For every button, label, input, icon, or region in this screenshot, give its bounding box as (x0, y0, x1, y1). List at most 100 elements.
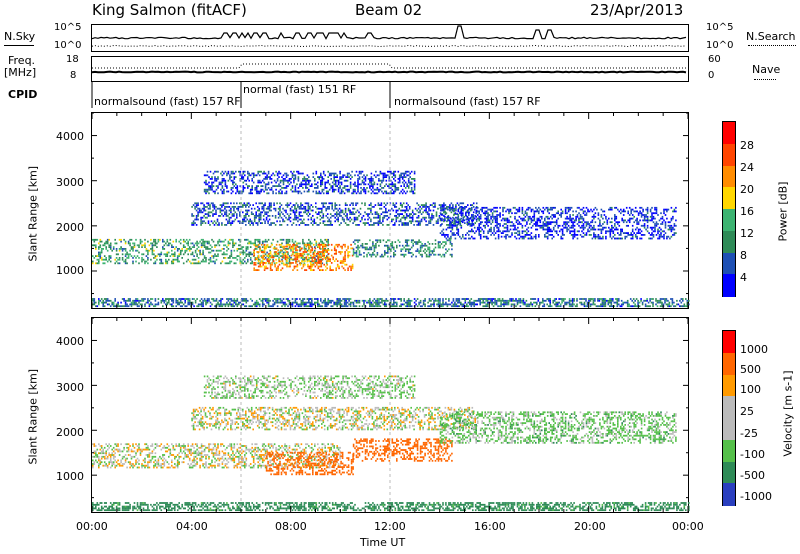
power-cell (281, 262, 283, 265)
power-cell (205, 179, 207, 182)
power-cell (302, 238, 304, 241)
power-cell (202, 301, 204, 304)
power-cell (254, 262, 257, 264)
power-cell (451, 224, 454, 227)
power-cell (445, 206, 448, 209)
power-cell (417, 211, 420, 214)
power-cell (505, 226, 507, 229)
power-cell (585, 214, 588, 216)
power-cell (382, 176, 385, 178)
power-cell (385, 204, 387, 206)
power-cell (350, 269, 352, 271)
power-cell (637, 230, 640, 233)
power-cell (514, 226, 516, 229)
power-cell (453, 232, 455, 234)
power-cell (339, 176, 341, 178)
power-cell (176, 299, 179, 302)
power-cell (600, 237, 603, 240)
power-cell (199, 253, 201, 256)
power-cell (358, 176, 361, 178)
power-cell (490, 226, 492, 229)
power-cell (648, 232, 650, 234)
power-cell (193, 305, 195, 308)
power-cell (520, 235, 522, 238)
power-cell (400, 253, 402, 256)
power-cell (270, 188, 273, 191)
power-cell (552, 221, 555, 224)
power-cell (314, 178, 316, 180)
power-cell (549, 221, 552, 224)
power-cell (230, 207, 232, 210)
power-cell (293, 254, 296, 257)
power-cell (263, 181, 265, 184)
power-cell (247, 253, 249, 256)
power-cell (334, 172, 337, 175)
power-cell (407, 187, 410, 189)
power-cell (305, 303, 307, 306)
power-cell (279, 260, 282, 263)
power-cell (654, 224, 656, 227)
power-cell (573, 234, 576, 236)
power-cell (320, 185, 322, 187)
power-cell (563, 223, 565, 225)
power-cell (488, 230, 491, 233)
power-cell (352, 301, 355, 304)
power-cell (262, 218, 265, 221)
power-cell (468, 223, 470, 225)
power-cell (162, 238, 164, 241)
power-cell (351, 267, 354, 270)
power-cell (212, 298, 215, 300)
power-cell (226, 253, 228, 256)
power-cell (98, 251, 100, 254)
freq-panel (91, 56, 689, 82)
power-cell (257, 243, 260, 246)
power-cell (307, 204, 310, 206)
power-cell (521, 224, 524, 227)
power-cell (291, 303, 294, 306)
power-cell (230, 299, 233, 302)
power-cell (390, 244, 392, 247)
power-cell (469, 217, 472, 220)
power-cell (569, 217, 571, 220)
power-cell (370, 303, 373, 306)
power-cell (363, 178, 365, 180)
power-cell (582, 212, 585, 215)
power-cell (224, 224, 226, 226)
power-cell (132, 299, 134, 302)
power-cell (190, 262, 192, 265)
power-cell (512, 223, 515, 225)
power-cell (660, 212, 662, 215)
power-cell (515, 232, 518, 234)
power-cell (98, 246, 100, 248)
power-cell (345, 301, 347, 304)
power-cell (212, 202, 214, 205)
power-cell (290, 245, 293, 248)
power-cell (220, 301, 222, 304)
power-cell (409, 183, 411, 186)
power-cell (208, 251, 210, 254)
power-cell (535, 237, 537, 240)
power-cell (308, 245, 311, 248)
power-cell (309, 179, 312, 182)
power-cell (238, 301, 240, 304)
power-cell (369, 301, 371, 304)
power-cell (664, 214, 667, 216)
power-cell (277, 267, 279, 270)
power-cell (347, 252, 349, 255)
power-cell (276, 240, 279, 243)
power-cell (322, 254, 324, 257)
power-cell (355, 253, 358, 256)
power-cell (236, 190, 239, 193)
power-cell (281, 242, 283, 245)
power-cell (457, 223, 460, 225)
power-cell (424, 252, 426, 254)
power-cell (192, 224, 195, 226)
power-cell (213, 204, 216, 206)
power-cell (191, 301, 194, 304)
power-cell (261, 301, 264, 304)
power-cell (174, 255, 176, 257)
power-cell (124, 249, 127, 252)
power-cell (600, 232, 603, 234)
power-cell (409, 176, 411, 178)
power-cell (502, 208, 504, 211)
